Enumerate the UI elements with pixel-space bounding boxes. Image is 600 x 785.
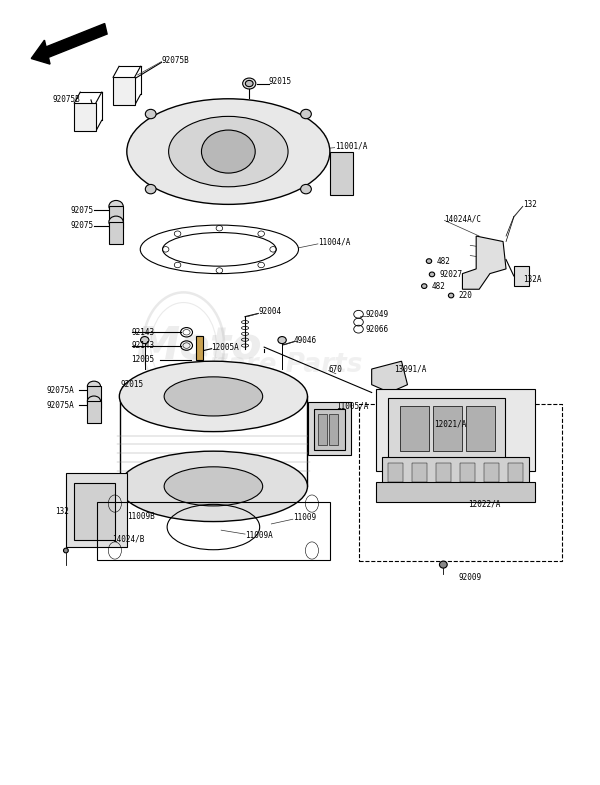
Text: 92075B: 92075B (161, 57, 189, 65)
Bar (412, 463, 427, 483)
Ellipse shape (245, 80, 253, 86)
Ellipse shape (301, 184, 311, 194)
Ellipse shape (109, 200, 123, 212)
Text: 92009: 92009 (458, 573, 481, 582)
Ellipse shape (242, 78, 256, 89)
Text: 482: 482 (436, 257, 450, 265)
Bar (74, 103, 96, 131)
Text: 482: 482 (431, 282, 445, 290)
Bar (318, 414, 328, 445)
Text: 92049: 92049 (365, 310, 389, 319)
Text: 92066: 92066 (365, 325, 389, 334)
Bar (460, 463, 475, 483)
Text: 12005: 12005 (131, 355, 155, 364)
Bar (466, 406, 494, 451)
Text: 670: 670 (329, 364, 343, 374)
Ellipse shape (448, 293, 454, 298)
Bar (433, 406, 462, 451)
Bar (308, 402, 351, 455)
Polygon shape (371, 361, 407, 392)
Text: 11009A: 11009A (245, 531, 273, 540)
Ellipse shape (169, 116, 288, 187)
Text: 92143: 92143 (131, 328, 155, 337)
Ellipse shape (88, 382, 101, 392)
Text: 92075: 92075 (70, 206, 93, 215)
Ellipse shape (164, 377, 263, 416)
Text: 12022/A: 12022/A (469, 499, 501, 508)
Text: 132: 132 (523, 200, 536, 210)
Text: 11009: 11009 (293, 513, 316, 522)
Bar (97, 502, 330, 560)
Text: 92015: 92015 (269, 78, 292, 86)
Ellipse shape (422, 283, 427, 288)
Text: 11001/A: 11001/A (335, 141, 367, 151)
Bar (314, 409, 345, 450)
Text: 12005A: 12005A (212, 342, 239, 352)
Ellipse shape (140, 337, 149, 344)
Bar (388, 398, 505, 459)
Text: 92027: 92027 (439, 270, 462, 279)
Text: 12021/A: 12021/A (434, 419, 467, 429)
Ellipse shape (202, 130, 255, 173)
Bar (66, 473, 127, 547)
Ellipse shape (64, 548, 68, 553)
Bar (113, 77, 134, 105)
Bar (329, 414, 338, 445)
Text: 92075A: 92075A (46, 385, 74, 395)
Bar (359, 404, 562, 560)
Ellipse shape (88, 396, 101, 406)
Bar (400, 406, 429, 451)
Ellipse shape (127, 99, 330, 204)
Text: 14024A/C: 14024A/C (445, 214, 482, 224)
Text: 132: 132 (55, 507, 69, 516)
Bar (508, 463, 523, 483)
Ellipse shape (439, 561, 447, 568)
Text: 92075A: 92075A (46, 400, 74, 410)
Text: 11005/A: 11005/A (336, 401, 368, 411)
FancyArrow shape (31, 24, 107, 64)
Ellipse shape (429, 272, 434, 277)
Text: 14024/B: 14024/B (112, 535, 144, 543)
Bar (376, 389, 535, 471)
Ellipse shape (109, 216, 123, 228)
Polygon shape (463, 236, 506, 289)
Ellipse shape (278, 337, 286, 344)
Text: 92075B: 92075B (52, 96, 80, 104)
Text: 92015: 92015 (121, 380, 144, 389)
Text: Spare Parts: Spare Parts (190, 352, 362, 378)
Bar (382, 457, 529, 487)
Ellipse shape (155, 381, 164, 389)
Ellipse shape (145, 184, 156, 194)
Bar (87, 386, 101, 408)
Text: 13091/A: 13091/A (394, 364, 427, 374)
Bar (376, 483, 535, 502)
Ellipse shape (164, 467, 263, 506)
Text: 92075: 92075 (70, 221, 93, 230)
Bar (436, 463, 451, 483)
Text: 92143: 92143 (131, 341, 155, 350)
Ellipse shape (119, 451, 307, 521)
Text: 11009B: 11009B (127, 512, 155, 520)
Bar (87, 401, 101, 423)
Ellipse shape (427, 259, 431, 264)
Bar (74, 484, 115, 539)
Bar (109, 206, 123, 228)
Text: 132A: 132A (523, 276, 541, 284)
Bar (514, 266, 529, 286)
Text: Moto: Moto (135, 324, 262, 367)
Text: 220: 220 (458, 291, 472, 300)
Text: 92004: 92004 (258, 308, 281, 316)
Ellipse shape (145, 109, 156, 119)
Bar (330, 152, 353, 195)
Text: 49046: 49046 (294, 336, 317, 345)
Ellipse shape (119, 361, 307, 432)
Text: 11004/A: 11004/A (318, 238, 350, 246)
Bar (388, 463, 403, 483)
Bar (484, 463, 499, 483)
Bar (196, 336, 203, 360)
Ellipse shape (301, 109, 311, 119)
Bar (109, 222, 123, 244)
